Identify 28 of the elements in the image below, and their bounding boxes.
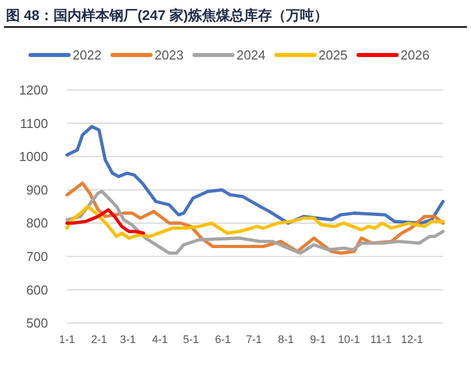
line-series: [65, 204, 445, 240]
y-tick-label: 1000: [19, 149, 48, 164]
x-tick-label: 4-1: [152, 334, 168, 346]
legend-label: 2023: [154, 48, 184, 63]
line-series: [65, 208, 146, 235]
y-tick-label: 600: [26, 282, 48, 298]
y-tick-label: 1200: [19, 82, 48, 98]
y-tick-label: 1100: [20, 116, 48, 131]
y-tick-label: 700: [26, 248, 48, 264]
x-tick-label: 6-1: [215, 334, 231, 346]
x-tick-label: 12-1: [400, 334, 424, 346]
chart-title: 图 48：国内样本钢厂(247 家)炼焦煤总库存（万吨）: [6, 7, 328, 23]
x-tick-label: 5-1: [183, 334, 199, 346]
x-tick-label: 11-1: [370, 334, 392, 346]
legend-label: 2026: [400, 48, 430, 63]
y-tick-label: 500: [26, 316, 48, 331]
x-tick-label: 9-1: [310, 334, 326, 346]
legend-label: 2024: [236, 48, 266, 63]
y-tick-label: 800: [26, 216, 48, 231]
x-tick-label: 10-1: [338, 334, 360, 346]
legend-label: 2022: [72, 48, 102, 63]
x-tick-label: 3-1: [120, 334, 136, 346]
x-tick-label: 8-1: [278, 334, 294, 346]
legend-label: 2025: [318, 48, 348, 63]
x-tick-label: 1-1: [59, 334, 75, 346]
x-tick-label: 2-1: [91, 334, 107, 346]
x-tick-label: 7-1: [246, 334, 262, 346]
y-tick-label: 900: [26, 182, 48, 198]
